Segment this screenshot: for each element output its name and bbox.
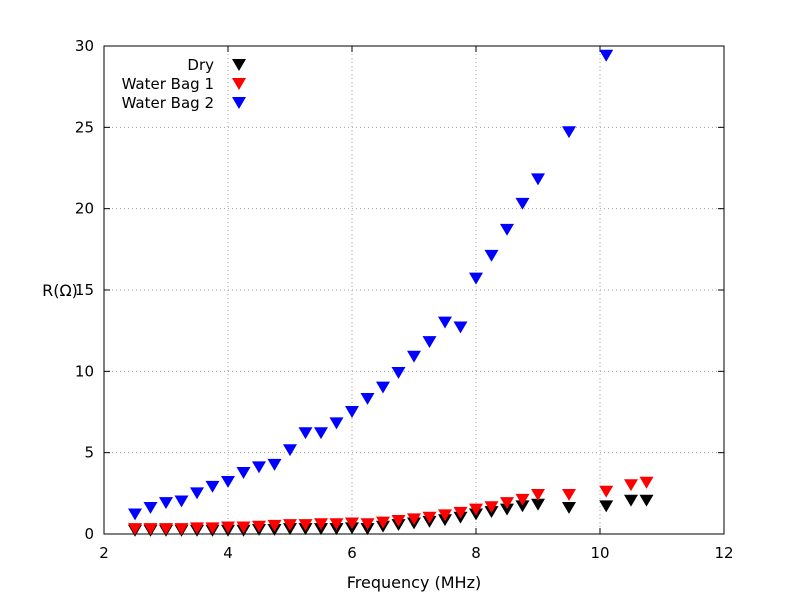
x-tick-label: 8 (471, 544, 481, 562)
data-point (205, 480, 220, 493)
data-point (159, 497, 173, 510)
data-point (562, 502, 576, 514)
x-axis-label: Frequency (MHz) (347, 573, 481, 592)
data-point (639, 494, 654, 507)
data-point (391, 367, 406, 379)
data-point (283, 444, 297, 457)
data-point (599, 485, 614, 498)
grid (104, 46, 724, 534)
data-point (624, 479, 638, 492)
data-point (407, 513, 421, 526)
legend-label: Dry (187, 56, 214, 74)
y-axis-label: R(Ω) (42, 281, 78, 300)
data-point (205, 522, 220, 535)
data-point (624, 494, 638, 507)
x-tick-label: 4 (223, 544, 233, 562)
data-point (453, 321, 468, 334)
data-point (599, 49, 614, 62)
data-point (391, 515, 406, 527)
y-tick-label: 0 (84, 525, 94, 543)
y-tick-label: 20 (75, 200, 94, 218)
data-point (190, 522, 204, 535)
data-point (236, 467, 251, 479)
data-point (376, 516, 390, 529)
legend-label: Water Bag 2 (122, 94, 214, 112)
legend-label: Water Bag 1 (122, 75, 214, 93)
series-water-bag-2 (128, 49, 614, 521)
data-point (345, 406, 359, 418)
y-tick-label: 10 (75, 362, 94, 380)
data-point (252, 520, 266, 533)
data-point (469, 503, 483, 516)
data-point (469, 272, 483, 285)
series-dry (128, 494, 654, 537)
data-point (128, 508, 142, 521)
y-tick-label: 15 (75, 281, 94, 299)
data-point (143, 523, 158, 536)
data-point (599, 500, 614, 513)
data-point (298, 427, 313, 440)
data-point (484, 249, 499, 262)
legend-marker (232, 59, 246, 71)
data-point (422, 511, 437, 524)
data-point (407, 350, 421, 363)
x-tick-label: 12 (714, 544, 733, 562)
y-tick-label: 5 (84, 444, 94, 462)
x-tick-label: 10 (590, 544, 609, 562)
data-point (190, 487, 204, 500)
data-point (515, 500, 530, 513)
data-point (562, 126, 576, 139)
data-point (283, 519, 297, 532)
x-tick-label: 6 (347, 544, 357, 562)
data-point (174, 523, 189, 536)
data-point (360, 393, 375, 405)
data-point (174, 495, 189, 508)
y-tick-label: 30 (75, 37, 94, 55)
data-point (267, 519, 282, 532)
data-point (314, 427, 328, 440)
data-point (453, 506, 468, 519)
data-point (267, 458, 282, 471)
data-point (376, 381, 390, 394)
data-point (221, 521, 235, 534)
data-point (531, 489, 545, 501)
data-point (515, 197, 530, 210)
data-point (500, 223, 514, 236)
axis-ticks: 2 4 6 8 10 12 0 5 10 15 20 25 30 (75, 37, 734, 562)
data-point (329, 518, 344, 531)
data-point (515, 493, 530, 506)
data-point (252, 461, 266, 474)
data-point (500, 497, 514, 510)
data-point (329, 417, 344, 430)
data-point (221, 475, 235, 488)
data-points (128, 49, 654, 537)
data-point (159, 523, 173, 536)
data-point (143, 502, 158, 514)
legend-marker (232, 78, 246, 90)
data-point (531, 498, 545, 511)
data-point (236, 521, 251, 534)
data-point (422, 336, 437, 349)
data-point (360, 518, 375, 531)
data-point (500, 503, 514, 516)
data-point (531, 173, 545, 186)
data-point (438, 509, 452, 522)
data-point (298, 519, 313, 532)
y-tick-label: 25 (75, 118, 94, 136)
data-point (438, 316, 452, 329)
data-point (345, 517, 359, 530)
data-point (562, 489, 576, 501)
data-point (314, 518, 328, 531)
series-water-bag-1 (128, 476, 654, 536)
data-point (639, 476, 654, 489)
x-tick-label: 2 (99, 544, 109, 562)
data-point (484, 501, 499, 514)
legend-marker (232, 97, 246, 109)
data-point (128, 523, 142, 536)
